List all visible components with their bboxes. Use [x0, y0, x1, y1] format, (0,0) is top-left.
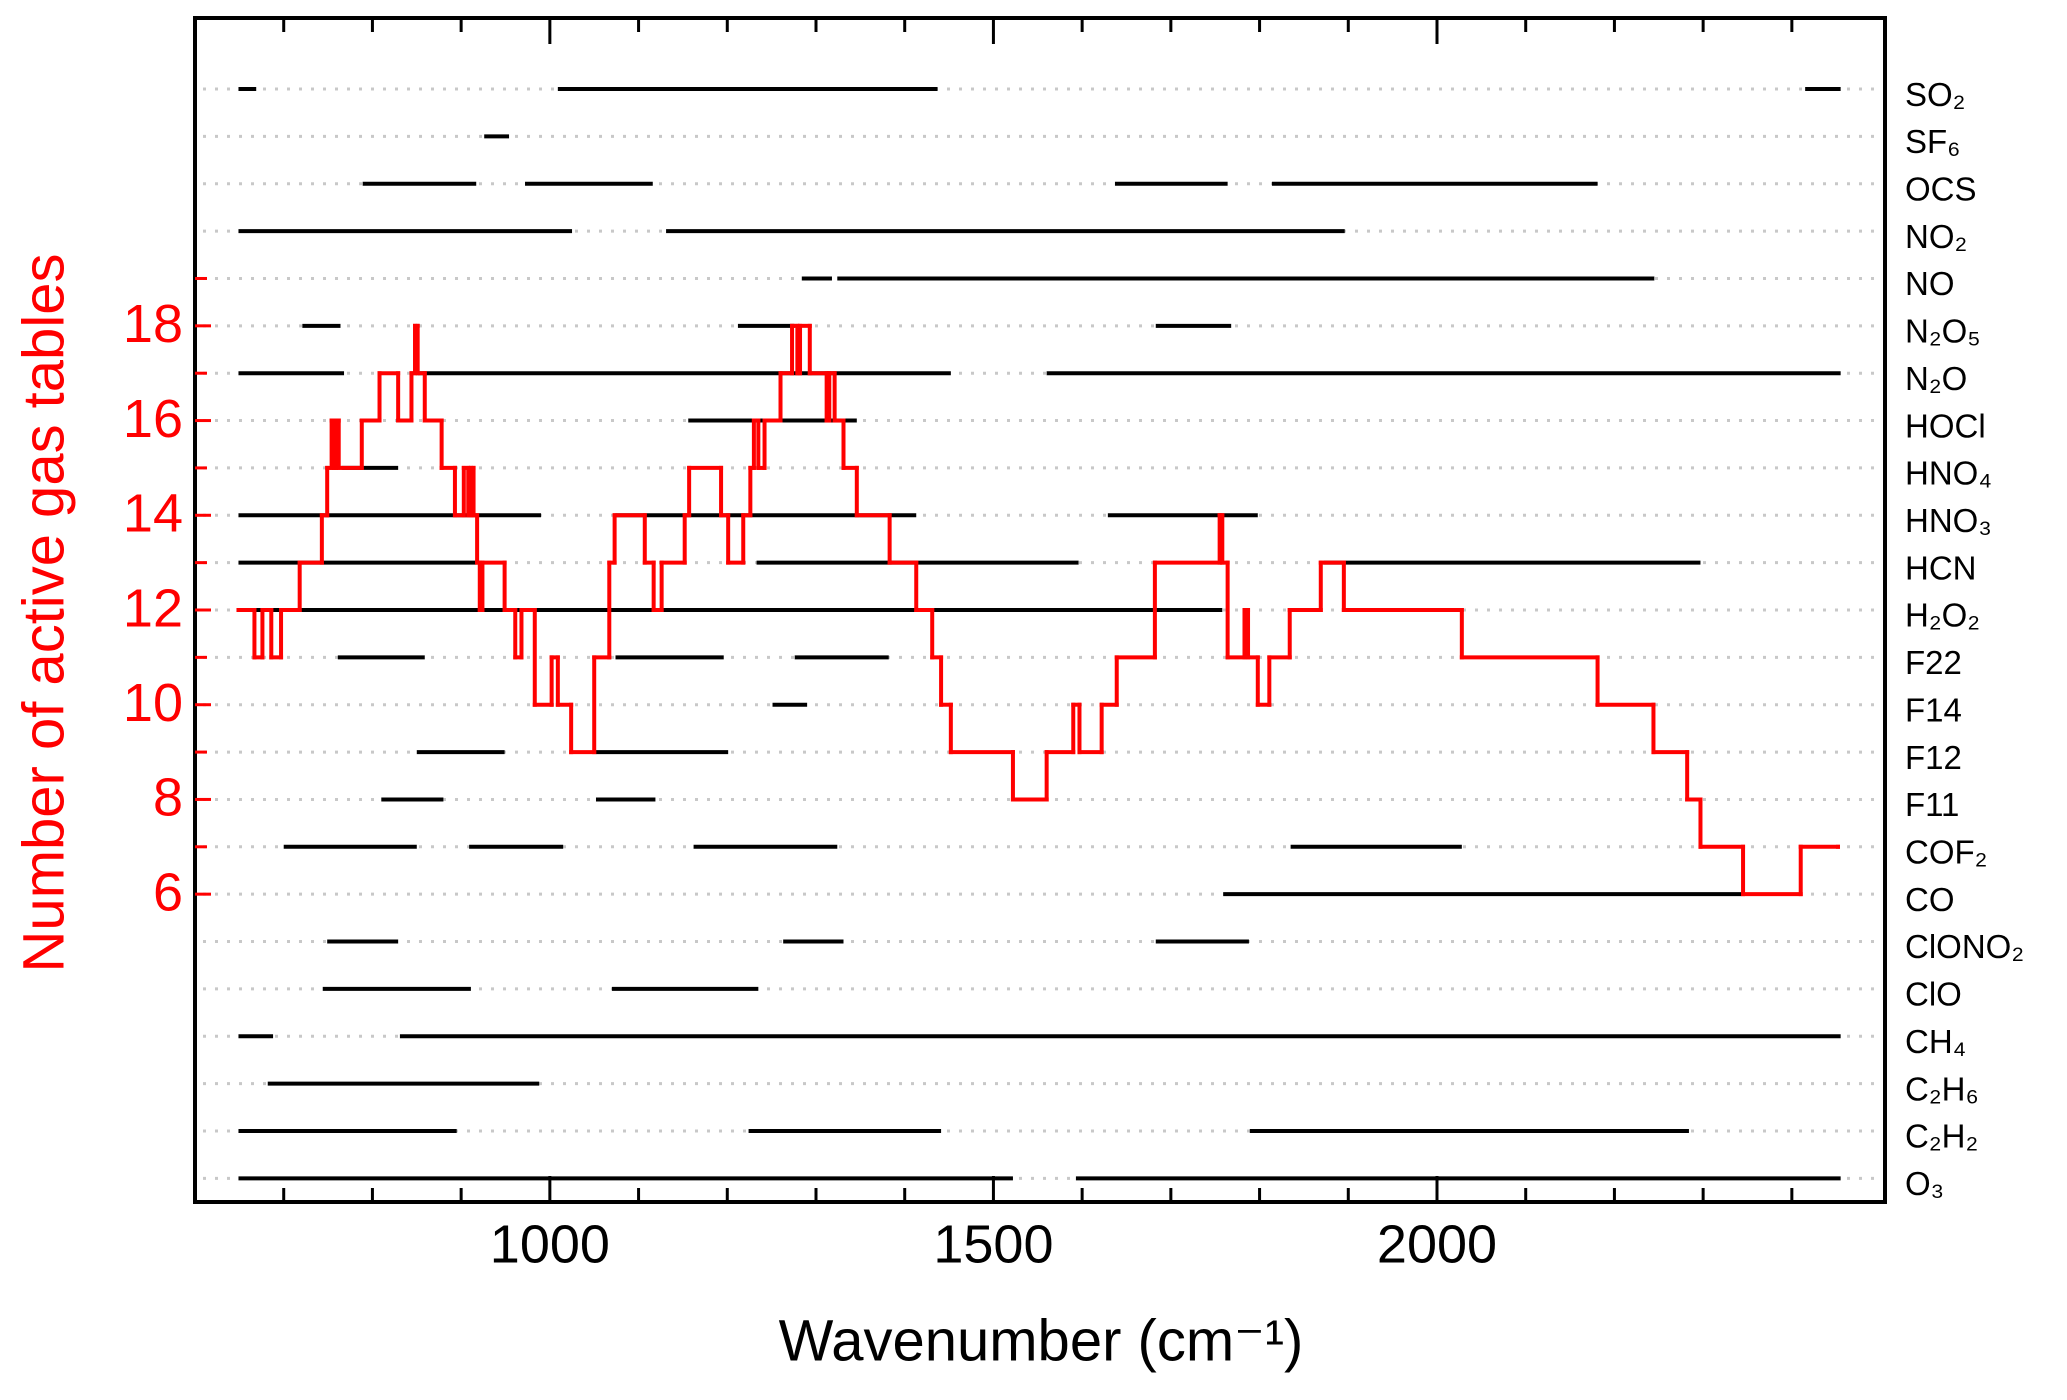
y-tick-label: 8	[153, 768, 183, 828]
gas-label: ClONO₂	[1905, 928, 2024, 965]
gas-label: F14	[1905, 691, 1962, 728]
y-tick-label: 16	[123, 389, 183, 449]
x-axis-label: Wavenumber (cm⁻¹)	[779, 1308, 1304, 1373]
gas-label: ClO	[1905, 976, 1962, 1013]
y-tick-label: 18	[123, 294, 183, 354]
y-tick-label: 6	[153, 862, 183, 922]
gas-label: HOCl	[1905, 407, 1986, 444]
y-tick-label: 14	[123, 484, 183, 544]
x-tick-label: 2000	[1377, 1214, 1497, 1274]
gas-label: CO	[1905, 881, 1955, 918]
x-tick-label: 1000	[490, 1214, 610, 1274]
gas-label: H₂O₂	[1905, 597, 1980, 634]
gas-label: HNO₃	[1905, 502, 1992, 539]
gas-label: C₂H₂	[1905, 1118, 1978, 1155]
gas-label: F22	[1905, 644, 1962, 681]
gas-label: O₃	[1905, 1165, 1944, 1202]
gas-label: F11	[1905, 786, 1959, 823]
gas-label: HNO₄	[1905, 455, 1992, 492]
y-axis-label: Number of active gas tables	[11, 254, 76, 973]
gas-label: COF₂	[1905, 834, 1987, 871]
x-tick-label: 1500	[933, 1214, 1053, 1274]
y-tick-label: 12	[123, 578, 183, 638]
gas-label: SO₂	[1905, 76, 1966, 113]
gas-label: CH₄	[1905, 1023, 1966, 1060]
gas-label: NO	[1905, 265, 1955, 302]
gas-label: OCS	[1905, 170, 1977, 207]
gas-label: C₂H₆	[1905, 1070, 1979, 1107]
y-tick-label: 10	[123, 673, 183, 733]
gas-label: HCN	[1905, 549, 1977, 586]
gas-label: F12	[1905, 739, 1962, 776]
gas-label: NO₂	[1905, 218, 1967, 255]
gas-label: N₂O₅	[1905, 313, 1981, 350]
gas-label: N₂O	[1905, 360, 1967, 397]
gas-label: SF₆	[1905, 123, 1960, 160]
